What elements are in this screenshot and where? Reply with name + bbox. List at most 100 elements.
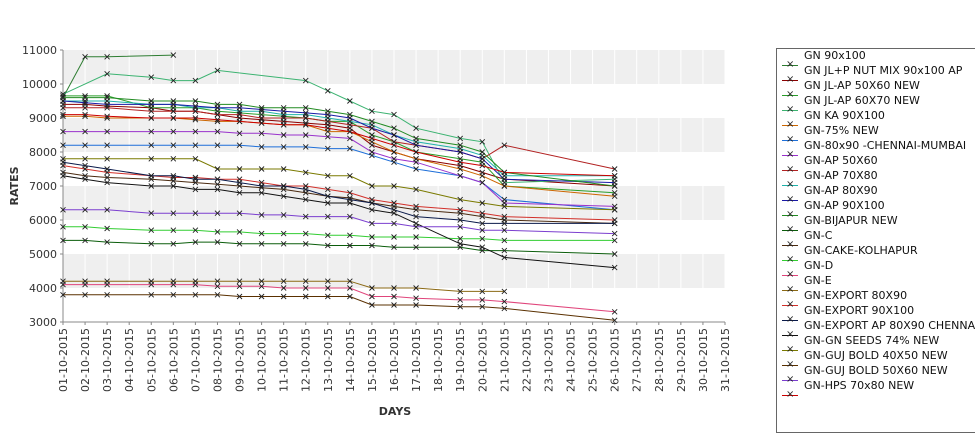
data-point-marker (413, 125, 419, 132)
data-point-marker (82, 278, 88, 285)
x-tick-label: 11-10-2015 (278, 328, 291, 392)
data-point-marker (258, 120, 265, 126)
x-tick-label: 25-10-2015 (587, 328, 600, 392)
data-point-marker (192, 186, 199, 193)
data-point-marker (192, 176, 199, 183)
legend-label: GN-80x90 -CHENNAI-MUMBAI (804, 139, 967, 152)
legend-item: × GN JL-AP 50X60 NEW (777, 79, 975, 100)
data-point-marker (479, 288, 486, 295)
legend-swatch-icon: × (782, 229, 798, 250)
data-point-marker (501, 254, 508, 261)
data-point-marker (302, 144, 309, 150)
data-point-marker (479, 297, 486, 303)
series-path (63, 97, 615, 187)
data-point-marker (192, 227, 199, 234)
data-point-marker (214, 291, 221, 298)
legend-swatch-icon: × (782, 109, 798, 130)
data-point-marker (369, 285, 375, 291)
data-point-marker (369, 242, 375, 249)
data-point-marker (258, 104, 265, 111)
data-point-marker (170, 108, 177, 115)
data-point-marker (280, 132, 287, 138)
data-point-marker (457, 240, 464, 247)
x-tick-label: 06-10-2015 (167, 328, 180, 392)
data-point-marker (457, 166, 464, 172)
data-point-marker (369, 125, 375, 132)
data-point-marker (324, 108, 331, 115)
data-point-marker (214, 210, 221, 217)
data-point-marker (236, 142, 243, 149)
legend-item: × GN KA 90X100 (777, 109, 975, 130)
data-point-marker (391, 220, 397, 227)
data-point-marker (214, 239, 221, 245)
legend-swatch-icon: × (782, 94, 798, 115)
data-point-marker (236, 189, 243, 196)
legend-label: GN-D (804, 259, 834, 272)
data-point-marker (501, 227, 508, 234)
series-path (63, 158, 615, 211)
x-tick-label: 21-10-2015 (498, 328, 511, 392)
data-point-marker (214, 283, 221, 290)
data-point-marker (280, 104, 287, 111)
data-point-marker (280, 293, 287, 300)
data-point-marker (324, 145, 331, 152)
x-tick-label: 31-10-2015 (719, 328, 732, 392)
data-point-marker (170, 172, 177, 179)
data-point-marker (302, 169, 309, 176)
data-point-marker (347, 135, 353, 142)
data-point-marker (258, 212, 265, 218)
series-line (60, 278, 508, 295)
data-point-marker (501, 305, 508, 312)
data-point-marker (369, 293, 375, 300)
data-point-marker (324, 133, 331, 140)
legend-item: × GN JL-AP 60X70 NEW (777, 94, 975, 115)
data-point-marker (324, 278, 331, 285)
series-path (62, 100, 615, 184)
data-point-marker (324, 285, 331, 291)
data-point-marker (82, 53, 88, 60)
legend-label: GN-EXPORT 80X90 (804, 289, 908, 302)
data-point-marker (302, 230, 309, 237)
data-point-marker (347, 189, 353, 196)
data-point-marker (104, 155, 110, 162)
data-point-marker (347, 213, 353, 220)
data-point-marker (214, 111, 221, 118)
data-point-marker (104, 113, 110, 120)
data-point-marker (479, 244, 486, 251)
y-tick-label: 5000 (29, 248, 57, 261)
data-point-marker (391, 293, 397, 300)
data-point-marker (501, 237, 508, 244)
data-point-marker (104, 206, 110, 213)
data-point-marker (611, 183, 618, 189)
x-tick-label: 24-10-2015 (565, 328, 578, 392)
data-point-marker (324, 200, 331, 206)
legend-label: GN JL-AP 60X70 NEW (804, 94, 920, 107)
data-point-marker (214, 67, 221, 74)
data-point-marker (611, 206, 618, 213)
legend-swatch-icon: × (782, 349, 798, 370)
data-point-marker (369, 302, 375, 308)
x-tick-label: 13-10-2015 (322, 328, 335, 392)
data-point-marker (501, 298, 508, 305)
series-path (63, 95, 615, 194)
data-point-marker (302, 278, 309, 285)
series-line (60, 128, 618, 210)
data-point-marker (324, 186, 331, 193)
data-point-marker (413, 302, 419, 308)
x-tick-label: 04-10-2015 (123, 328, 136, 392)
data-point-marker (214, 116, 221, 123)
data-point-marker (60, 206, 66, 213)
data-point-marker (214, 229, 221, 235)
data-point-marker (236, 283, 243, 290)
legend-swatch-icon: × (782, 244, 798, 265)
data-point-marker (479, 227, 486, 234)
data-point-marker (413, 186, 419, 193)
data-point-marker (347, 278, 353, 285)
legend-item: × GN 90x100 (777, 49, 975, 70)
data-point-marker (413, 203, 419, 210)
x-tick-label: 08-10-2015 (211, 328, 224, 392)
data-point-marker (479, 149, 486, 155)
data-point-marker (413, 142, 419, 149)
data-point-marker (302, 110, 309, 116)
data-point-marker (369, 118, 375, 125)
